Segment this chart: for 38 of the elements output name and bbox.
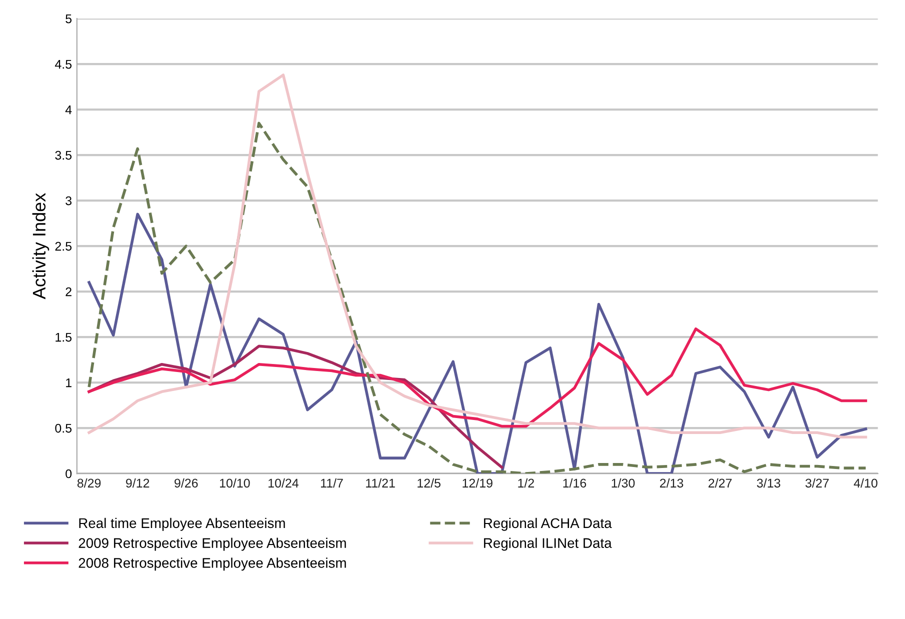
x-tick-label: 2/27 [708,478,732,488]
x-tick-label: 1/2 [518,478,534,488]
y-tick-label: 0.5 [55,424,72,433]
line-series [88,212,868,474]
legend-label: 2008 Retrospective Employee Absenteeism [78,558,346,571]
y-tick-label: 1.5 [56,332,72,342]
x-tick-label: 3/27 [805,478,829,488]
y-tick-label: 3.5 [55,150,72,160]
y-tick-label: 0 [66,469,72,478]
legend-label: Regional ILINet Data [484,538,612,551]
line-series [88,74,868,439]
legend-label: 2009 Retrospective Employee Absenteeism [78,538,346,551]
y-tick-label: 3 [66,196,72,206]
line-series [88,122,868,474]
x-tick-label: 9/12 [126,478,150,488]
x-tick-label: 11/21 [366,478,395,488]
x-tick-label: 11/7 [321,478,343,488]
x-tick-label: 12/19 [462,478,492,488]
x-tick-label: 2/13 [660,478,684,488]
y-tick-label: 4 [65,105,72,114]
legend-label: Real time Employee Absenteeism [79,518,285,531]
y-tick-label: 5 [66,14,72,24]
x-tick-label: 10/24 [268,478,298,488]
line-series [88,327,868,428]
legend-label: Regional ACHA Data [484,518,612,531]
y-tick-label: 1 [66,378,72,388]
x-tick-label: 4/10 [854,478,878,488]
x-tick-label: 1/16 [563,478,586,488]
y-tick-label: 2.5 [55,242,72,251]
x-tick-label: 3/13 [756,478,780,488]
y-tick-label: 2 [66,287,72,296]
x-tick-label: 1/30 [612,478,635,488]
x-tick-label: 12/5 [418,478,440,488]
y-tick-label: 4.5 [54,60,72,69]
x-tick-label: 10/10 [220,478,250,488]
x-tick-label: 8/29 [77,478,101,488]
x-tick-label: 9/26 [174,478,198,488]
y-axis-title: Activity Index [32,193,50,300]
